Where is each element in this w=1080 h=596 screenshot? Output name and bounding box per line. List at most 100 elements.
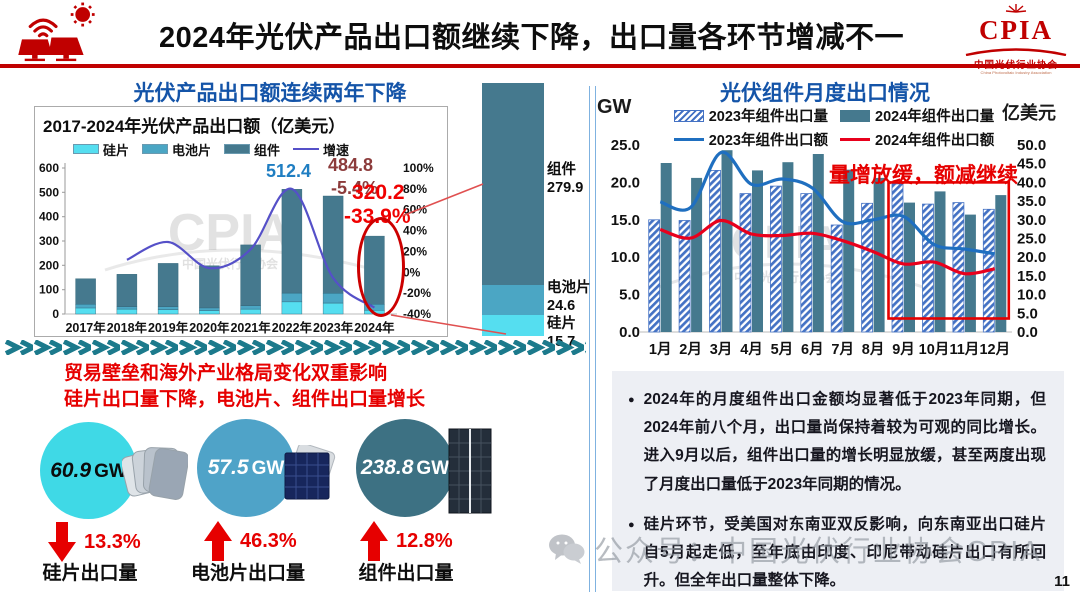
legend-item: 电池片 [142,140,211,159]
wafer-stat-label: 硅片出口量 [42,563,138,584]
page-title: 2024年光伏产品出口额继续下降，出口量各环节增减不一 [158,22,904,54]
callout-2023-pct: -5.4% [331,178,379,198]
x-axis-label: 2019年 [148,320,189,335]
legend-item: 2024年组件出口额 [840,129,994,150]
stacked-bar-segment [199,307,220,311]
chevron-divider [4,340,586,355]
callout-2024-pct: -33.9% [344,205,411,228]
legend-line-swatch [840,138,870,141]
header: 2024年光伏产品出口额继续下降，出口量各环节增减不一 CPIA 中国光伏行业协… [0,0,1080,74]
monthly-bar [678,220,691,333]
solar-panel-sun-icon [18,2,95,62]
logo-en-name: China Photovoltaic Industry Association [980,69,1052,75]
cpia-logo: CPIA 中国光伏行业协会 China Photovoltaic Industr… [960,1,1072,74]
usd-axis-tick: 50.0 [1017,137,1046,154]
legend-item: 2024年组件出口量 [840,105,994,126]
x-axis-label: 2024年 [354,320,395,335]
wafer-pct: 13.3% [84,531,141,553]
monthly-bar [691,177,703,332]
monthly-chart-svg: CPIA中国光伏行业协会0.05.010.015.020.025.00.05.0… [596,120,1080,375]
monthly-bar [800,193,813,333]
month-label: 10月 [919,341,950,358]
stacked-bar-segment [157,263,179,307]
stacked-bar-segment [281,189,303,294]
usd-axis-tick: 35.0 [1017,193,1046,210]
usd-axis-tick: 0.0 [1017,324,1038,341]
gw-axis-tick: 10.0 [611,249,640,266]
pct-axis-tick: -20% [403,286,431,300]
pct-axis-tick: 40% [403,224,427,238]
module-pct: 12.8% [396,530,453,552]
usd-axis-tick: 30.0 [1017,212,1046,229]
monthly-bar [782,162,794,332]
usd-axis-tick: 40.0 [1017,174,1046,191]
month-label: 11月 [949,341,979,358]
highlight-ellipse-2024 [357,217,405,317]
logo-word: CPIA [979,15,1053,45]
stacked-bar-segment [116,308,138,315]
pct-axis-tick: 100% [403,161,434,175]
monthly-bar [934,191,946,332]
callout-2024-value: 320.2 [352,181,405,204]
stacked-bar-segment [157,306,179,310]
month-label: 12月 [979,341,1010,358]
usd-axis-tick: 5.0 [1017,305,1038,322]
y-axis-tick: 200 [39,258,59,272]
impact-line-1: 贸易壁垒和海外产业格局变化双重影响 [64,363,388,384]
legend-swatch [142,144,169,154]
legend-line-swatch [673,138,704,141]
gw-axis-tick: 5.0 [619,287,640,304]
monthly-legend-row-lines: 2023年组件出口额 2024年组件出口额 [638,129,1030,150]
legend-item: 增速 [293,140,349,159]
stacked-bar-segment [281,301,303,315]
legend-item: 2023年组件出口量 [673,105,828,126]
left-section-title: 光伏产品出口额连续两年下降 [133,82,407,105]
y-axis-tick: 100 [39,283,59,297]
down-arrow-icon [48,522,76,562]
month-label: 3月 [710,341,733,358]
month-label: 2月 [679,341,702,358]
monthly-bar [830,224,843,333]
breakdown-segment-module [482,83,544,285]
monthly-bar [843,169,855,332]
y-axis-tick: 300 [39,234,59,248]
monthly-legend-row-bars: 2023年组件出口量 2024年组件出口量 [638,105,1030,126]
breakdown-label-module: 组件 279.9 [547,162,584,196]
stacked-bar-segment [116,306,138,310]
impact-line-2: 硅片出口量下降，电池片、组件出口量增长 [64,389,426,410]
gw-axis-tick: 25.0 [611,137,640,154]
breakdown-label-cell: 电池片 24.6 [547,280,591,314]
bullet-marker: ● [628,394,635,406]
y-axis-tick: 400 [39,210,59,224]
wafer-export-circle: 60.9 GW [40,422,137,519]
legend-swatch [673,109,704,122]
monthly-bar [648,219,661,333]
impact-text: 贸易壁垒和海外产业格局变化双重影响 硅片出口量下降，电池片、组件出口量增长 [64,361,425,413]
pct-axis-tick: 0% [403,265,421,279]
header-rule [0,64,1080,68]
stacked-bar-segment [75,278,96,305]
month-label: 8月 [862,341,885,358]
y-axis-tick: 0 [52,307,59,321]
monthly-bar [904,202,915,332]
breakdown-segment-wafer [482,314,544,336]
stacked-bar-segment [75,307,96,315]
export-value-line [659,218,996,276]
gw-axis-tick: 15.0 [611,212,640,229]
notes-box: ● 2024年的月度组件出口金额均显著低于2023年同期，但2024年前八个月，… [612,371,1064,591]
stacked-bar-segment [116,274,138,307]
module-export-circle: 238.8 GW [356,419,454,517]
gw-axis-tick: 20.0 [611,174,640,191]
monthly-bar [752,170,763,332]
legend-swatch [840,109,870,122]
stacked-bar-segment [322,293,344,304]
page-number: 11 [1054,573,1070,590]
callout-2022-value: 512.4 [266,161,312,181]
right-axis-unit-label: 亿美元 [1002,103,1056,123]
stacked-bar-segment [240,305,261,310]
monthly-bar [769,185,782,333]
logo-arc [965,48,1067,57]
breakdown-segment-cell [482,284,544,315]
legend-item: 组件 [224,140,280,159]
